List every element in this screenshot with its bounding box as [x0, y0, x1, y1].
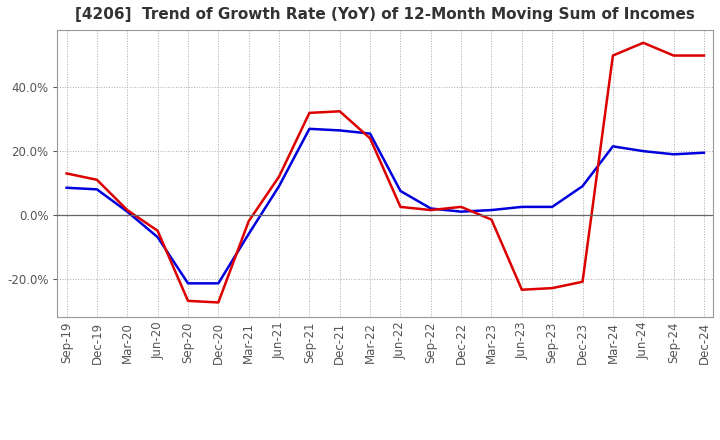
Line: Net Income Growth Rate: Net Income Growth Rate — [66, 43, 704, 302]
Ordinary Income Growth Rate — [184, 281, 192, 286]
Net Income Growth Rate — [487, 217, 496, 222]
Net Income Growth Rate — [578, 279, 587, 284]
Ordinary Income Growth Rate — [396, 188, 405, 194]
Ordinary Income Growth Rate — [305, 126, 314, 132]
Net Income Growth Rate — [62, 171, 71, 176]
Ordinary Income Growth Rate — [214, 281, 222, 286]
Net Income Growth Rate — [336, 109, 344, 114]
Net Income Growth Rate — [639, 40, 647, 45]
Ordinary Income Growth Rate — [548, 204, 557, 209]
Net Income Growth Rate — [153, 228, 162, 233]
Ordinary Income Growth Rate — [639, 148, 647, 154]
Net Income Growth Rate — [456, 204, 465, 209]
Ordinary Income Growth Rate — [275, 183, 284, 189]
Net Income Growth Rate — [244, 219, 253, 224]
Ordinary Income Growth Rate — [456, 209, 465, 214]
Ordinary Income Growth Rate — [426, 206, 435, 211]
Ordinary Income Growth Rate — [700, 150, 708, 155]
Net Income Growth Rate — [670, 53, 678, 58]
Ordinary Income Growth Rate — [153, 235, 162, 240]
Net Income Growth Rate — [700, 53, 708, 58]
Ordinary Income Growth Rate — [608, 144, 617, 149]
Ordinary Income Growth Rate — [93, 187, 102, 192]
Net Income Growth Rate — [366, 136, 374, 141]
Net Income Growth Rate — [608, 53, 617, 58]
Net Income Growth Rate — [396, 204, 405, 209]
Net Income Growth Rate — [426, 207, 435, 213]
Net Income Growth Rate — [184, 298, 192, 304]
Ordinary Income Growth Rate — [487, 207, 496, 213]
Ordinary Income Growth Rate — [578, 183, 587, 189]
Ordinary Income Growth Rate — [518, 204, 526, 209]
Net Income Growth Rate — [93, 177, 102, 183]
Net Income Growth Rate — [275, 174, 284, 179]
Line: Ordinary Income Growth Rate: Ordinary Income Growth Rate — [66, 129, 704, 283]
Net Income Growth Rate — [214, 300, 222, 305]
Net Income Growth Rate — [305, 110, 314, 116]
Net Income Growth Rate — [518, 287, 526, 292]
Ordinary Income Growth Rate — [366, 131, 374, 136]
Ordinary Income Growth Rate — [244, 231, 253, 237]
Ordinary Income Growth Rate — [123, 209, 132, 214]
Ordinary Income Growth Rate — [62, 185, 71, 191]
Legend: Ordinary Income Growth Rate, Net Income Growth Rate: Ordinary Income Growth Rate, Net Income … — [156, 436, 614, 440]
Net Income Growth Rate — [123, 207, 132, 213]
Ordinary Income Growth Rate — [336, 128, 344, 133]
Title: [4206]  Trend of Growth Rate (YoY) of 12-Month Moving Sum of Incomes: [4206] Trend of Growth Rate (YoY) of 12-… — [76, 7, 696, 22]
Net Income Growth Rate — [548, 286, 557, 291]
Ordinary Income Growth Rate — [670, 152, 678, 157]
